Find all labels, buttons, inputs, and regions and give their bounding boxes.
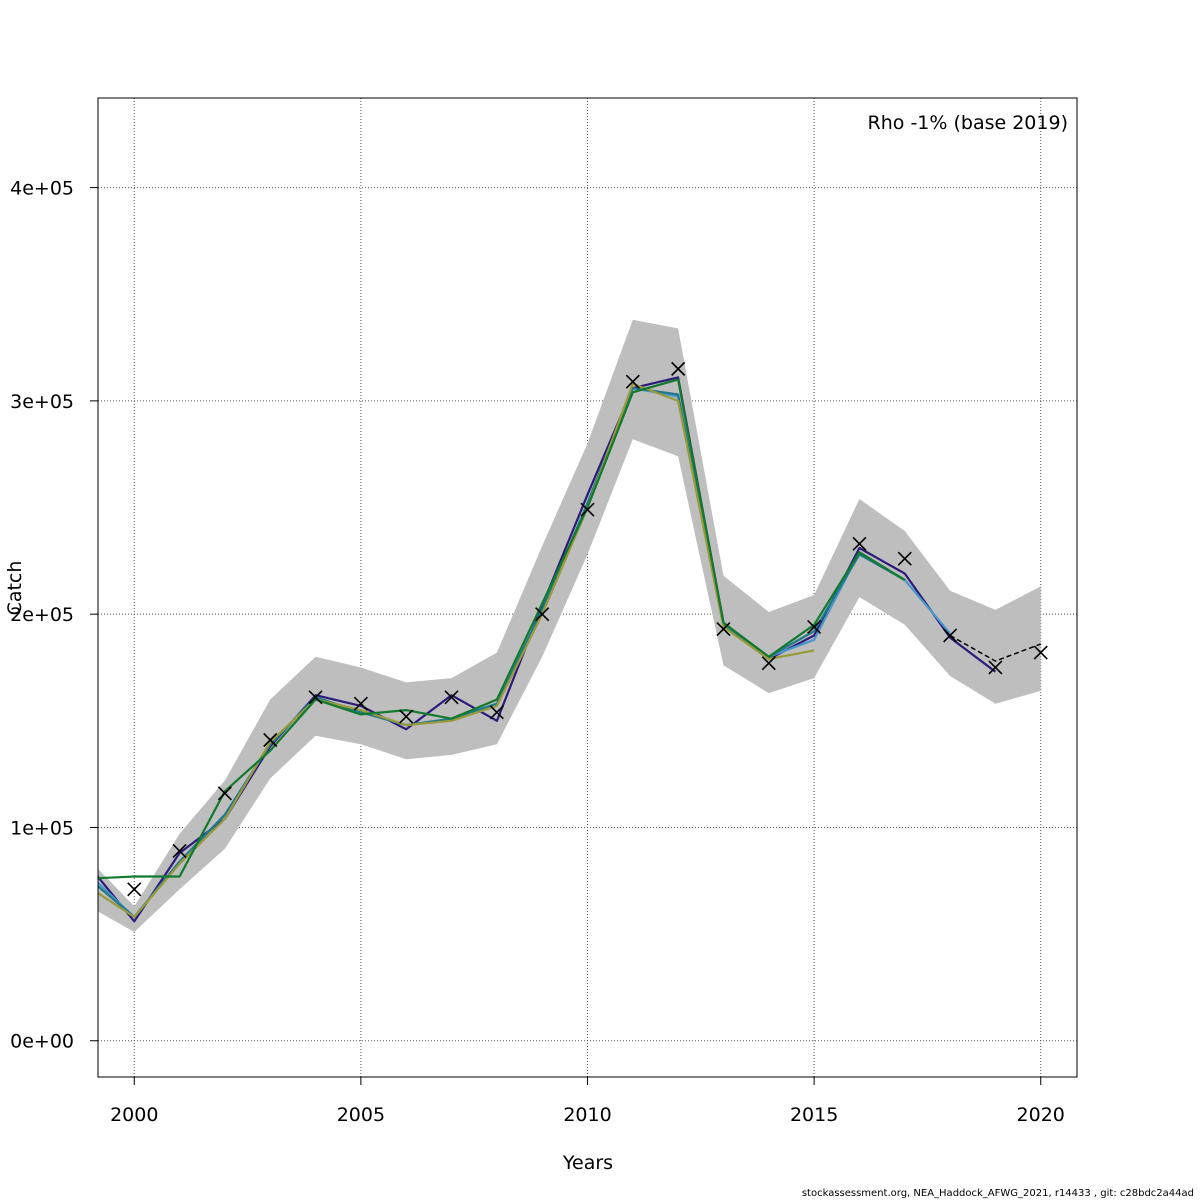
x-axis-title: Years xyxy=(562,1152,613,1174)
x-tick-label: 2000 xyxy=(110,1104,158,1126)
observation-marker xyxy=(897,551,912,566)
confidence-band-layer xyxy=(98,319,1041,932)
grid xyxy=(98,98,1077,1077)
y-tick-label: 2e+05 xyxy=(10,604,74,626)
observation-marker xyxy=(671,361,686,376)
rho-annotation: Rho -1% (base 2019) xyxy=(868,112,1068,134)
observation-marker xyxy=(943,628,958,643)
observation-marker xyxy=(353,696,368,711)
x-axis: 2000 2005 2010 2015 2020 xyxy=(110,1077,1065,1126)
observation-marker xyxy=(625,374,640,389)
observation-marker xyxy=(217,786,232,801)
x-tick-label: 2015 xyxy=(790,1104,838,1126)
observation-marker xyxy=(127,882,142,897)
observation-marker xyxy=(444,690,459,705)
observation-marker xyxy=(399,709,414,724)
y-tick-label: 0e+00 xyxy=(10,1031,74,1053)
observation-marker xyxy=(535,607,550,622)
observation-marker xyxy=(580,502,595,517)
credit-line: stockassessment.org, NEA_Haddock_AFWG_20… xyxy=(802,1188,1194,1199)
x-tick-label: 2020 xyxy=(1017,1104,1065,1126)
y-tick-label: 4e+05 xyxy=(10,178,74,200)
observation-marker xyxy=(263,732,278,748)
observation-marker xyxy=(716,622,731,637)
observations-layer xyxy=(127,361,1048,897)
series-line-0 xyxy=(949,634,1041,662)
observation-marker xyxy=(172,843,187,858)
series-line-5 xyxy=(98,378,906,880)
series-layer xyxy=(98,376,1041,923)
series-line-4 xyxy=(98,382,815,919)
observation-marker xyxy=(308,690,323,705)
x-tick-label: 2010 xyxy=(563,1104,611,1126)
confidence-band xyxy=(98,319,1041,932)
y-axis: 0e+00 1e+05 2e+05 3e+05 4e+05 xyxy=(10,178,98,1053)
y-tick-label: 3e+05 xyxy=(10,391,74,413)
y-axis-title: Catch xyxy=(4,561,26,616)
y-tick-label: 1e+05 xyxy=(10,817,74,839)
observation-marker xyxy=(807,619,822,635)
observation-marker xyxy=(988,660,1003,675)
observation-marker xyxy=(852,536,867,551)
observation-marker xyxy=(489,705,504,720)
x-tick-label: 2005 xyxy=(337,1104,385,1126)
observation-marker xyxy=(1033,645,1048,660)
observation-marker xyxy=(761,656,776,671)
